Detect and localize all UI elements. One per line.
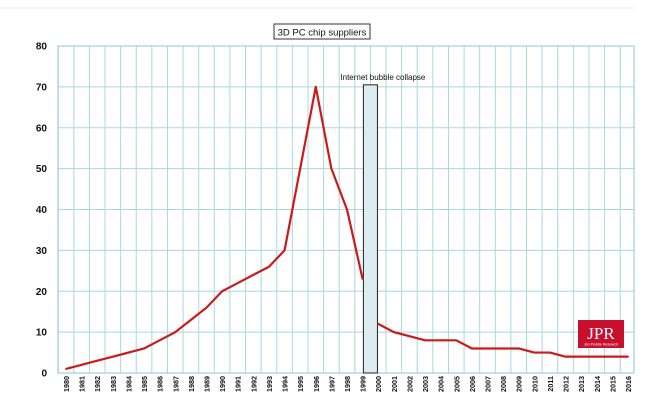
x-tick-label: 1997 xyxy=(327,376,336,392)
data-point xyxy=(158,339,161,342)
data-point xyxy=(533,351,536,354)
data-point xyxy=(455,339,458,342)
plot-frame xyxy=(57,45,635,374)
data-point xyxy=(346,208,348,211)
x-tick-label: 1994 xyxy=(281,376,290,392)
x-tick-label: 1989 xyxy=(203,376,212,392)
x-tick-label: 2014 xyxy=(593,376,602,392)
x-tick-label: 1990 xyxy=(218,376,227,392)
y-tick-label: 10 xyxy=(36,328,48,339)
x-tick-label: 1984 xyxy=(124,376,133,392)
y-axis: 0 10 20 30 40 50 60 70 80 xyxy=(36,42,48,380)
x-tick-label: 2001 xyxy=(390,376,399,392)
x-tick-label: 2016 xyxy=(624,376,633,392)
x-tick-label: 2009 xyxy=(515,376,524,392)
x-axis: 1980 1981 1982 1983 1984 1985 1986 1987 1988 1989… xyxy=(62,376,633,392)
x-tick-label: 1983 xyxy=(109,376,118,392)
x-tick-label: 2008 xyxy=(499,376,508,392)
data-point xyxy=(268,265,270,268)
y-tick-label: 70 xyxy=(36,82,48,93)
data-point xyxy=(330,167,333,170)
annotation-label: Internet bubble collapse xyxy=(340,73,426,82)
data-point xyxy=(314,85,317,88)
x-tick-label: 1992 xyxy=(249,376,258,392)
data-point xyxy=(549,351,551,354)
x-tick-label: 2013 xyxy=(577,376,586,392)
data-point xyxy=(580,355,583,358)
data-point xyxy=(189,318,192,321)
y-tick-label: 0 xyxy=(41,369,47,380)
x-tick-label: 1985 xyxy=(140,376,149,392)
jpr-logo: JPR Jon Peddie Research xyxy=(578,320,624,348)
x-tick-label: 1982 xyxy=(93,376,102,392)
data-point xyxy=(283,249,286,252)
annotation: Internet bubble collapse xyxy=(340,73,426,374)
data-point xyxy=(143,347,145,350)
data-point xyxy=(424,339,426,342)
annotation-band xyxy=(362,84,378,374)
series-line xyxy=(65,85,629,370)
data-point xyxy=(392,331,395,334)
data-point xyxy=(236,282,239,284)
data-point xyxy=(502,347,505,350)
data-point xyxy=(361,278,364,280)
grid xyxy=(57,45,635,374)
x-tick-label: 1996 xyxy=(312,376,321,392)
x-tick-label: 2002 xyxy=(405,376,414,392)
x-tick-label: 2015 xyxy=(608,376,617,392)
y-tick-label: 80 xyxy=(36,42,48,53)
x-tick-label: 2007 xyxy=(484,376,493,392)
x-tick-label: 1988 xyxy=(187,376,196,392)
x-tick-label: 2000 xyxy=(374,376,383,392)
data-point xyxy=(205,306,208,309)
data-point xyxy=(299,167,302,170)
x-tick-label: 2010 xyxy=(530,376,539,392)
x-tick-label: 1995 xyxy=(296,376,305,392)
data-point xyxy=(221,290,224,293)
jpr-logo-subtitle: Jon Peddie Research xyxy=(584,343,618,347)
y-tick-label: 60 xyxy=(36,123,48,134)
data-point xyxy=(486,347,489,350)
x-tick-label: 2005 xyxy=(452,376,461,392)
data-point xyxy=(65,368,67,370)
data-point xyxy=(439,339,442,342)
data-point xyxy=(595,355,598,358)
data-point xyxy=(627,355,629,358)
x-tick-label: 1998 xyxy=(343,376,352,392)
x-tick-label: 1986 xyxy=(156,376,165,392)
data-point xyxy=(408,335,411,338)
y-tick-label: 30 xyxy=(36,246,48,257)
series-line-segment xyxy=(65,85,364,370)
x-tick-label: 1999 xyxy=(359,376,368,392)
data-point xyxy=(174,331,177,334)
chart-title: 3D PC chip suppliers xyxy=(273,23,371,40)
data-point xyxy=(111,355,114,358)
data-point xyxy=(252,274,255,276)
x-tick-label: 1980 xyxy=(62,376,71,392)
x-tick-label: 2012 xyxy=(562,376,571,392)
jpr-logo-text: JPR xyxy=(587,324,615,343)
data-point xyxy=(377,323,380,325)
x-tick-label: 1981 xyxy=(78,376,87,392)
x-tick-label: 1991 xyxy=(234,376,243,392)
data-point xyxy=(564,355,567,358)
x-tick-label: 1993 xyxy=(265,376,274,392)
x-tick-label: 1987 xyxy=(171,376,180,392)
data-point xyxy=(80,363,83,366)
y-tick-label: 50 xyxy=(36,164,48,175)
x-tick-label: 2006 xyxy=(468,376,477,392)
x-tick-label: 2004 xyxy=(437,376,446,392)
chart-title-text: 3D PC chip suppliers xyxy=(278,28,367,39)
data-point xyxy=(470,347,473,350)
data-point xyxy=(611,355,614,358)
x-tick-label: 2003 xyxy=(421,376,430,392)
y-tick-label: 20 xyxy=(36,287,48,298)
data-point xyxy=(96,359,99,362)
x-tick-label: 2011 xyxy=(546,376,555,392)
data-point xyxy=(517,347,520,350)
data-point xyxy=(127,351,130,354)
y-tick-label: 40 xyxy=(36,205,48,216)
